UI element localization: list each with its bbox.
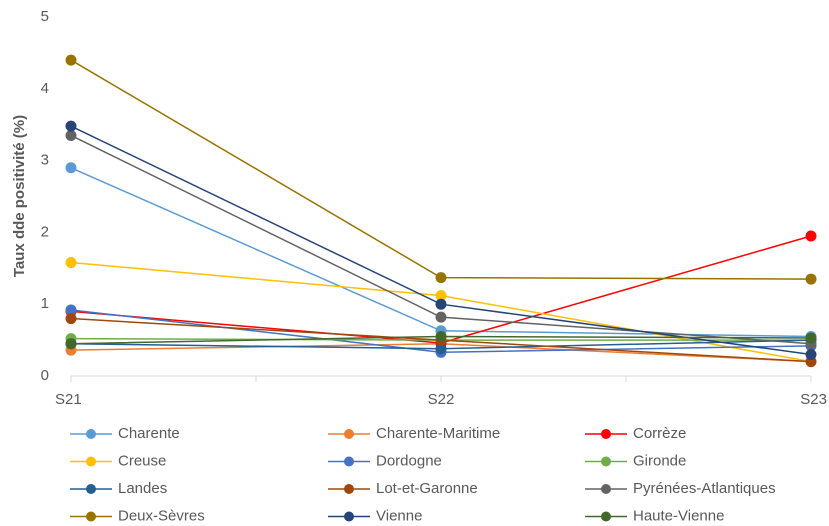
point [65,129,77,141]
legend-marker [344,429,354,439]
y-tick-label: 4 [41,80,49,97]
legend-marker [344,484,354,494]
legend-label: Dordogne [376,452,442,469]
legend-marker [86,511,96,522]
point [435,290,447,302]
series-line [70,59,812,280]
legend-label: Vienne [376,507,422,524]
point [65,54,77,66]
legend-marker [344,511,354,522]
y-tick-label: 0 [41,367,49,384]
point [435,272,447,284]
y-tick-label: 1 [41,295,49,312]
point [65,304,77,316]
x-tick-label: S23 [800,391,827,408]
legend-marker [601,511,611,522]
legend-marker [86,456,96,467]
point [65,313,77,325]
legend-label: Charente-Maritime [376,425,500,442]
point [805,273,817,285]
legend-marker [86,429,96,439]
legend-label: Haute-Vienne [633,507,724,524]
legend-label: Landes [118,480,167,497]
y-tick-label: 2 [41,223,49,240]
point [65,120,77,132]
point [435,311,447,323]
legend-marker [601,484,611,494]
legend-marker [601,429,611,439]
point [435,343,447,355]
series-line [70,167,812,338]
legend-label: Pyrénées-Atlantiques [633,480,776,497]
legend-marker [601,456,611,467]
point [805,348,817,360]
point [65,257,77,269]
x-tick-label: S22 [428,391,455,408]
x-tick-label: S21 [55,391,82,408]
point [65,338,77,350]
legend-label: Gironde [633,452,686,469]
legend-label: Corrèze [633,425,686,442]
point [435,298,447,310]
legend-label: Creuse [118,452,166,469]
point [805,230,817,242]
point [435,331,447,343]
legend-marker [344,456,354,467]
y-axis-label: Taux dde positivité (%) [11,115,28,277]
legend-marker [86,484,96,494]
legend-label: Lot-et-Garonne [376,480,478,497]
legend-label: Deux-Sèvres [118,507,205,524]
point [65,162,77,174]
point [805,332,817,344]
legend-label: Charente [118,425,180,442]
y-tick-label: 3 [41,152,49,169]
y-tick-label: 5 [41,8,49,25]
